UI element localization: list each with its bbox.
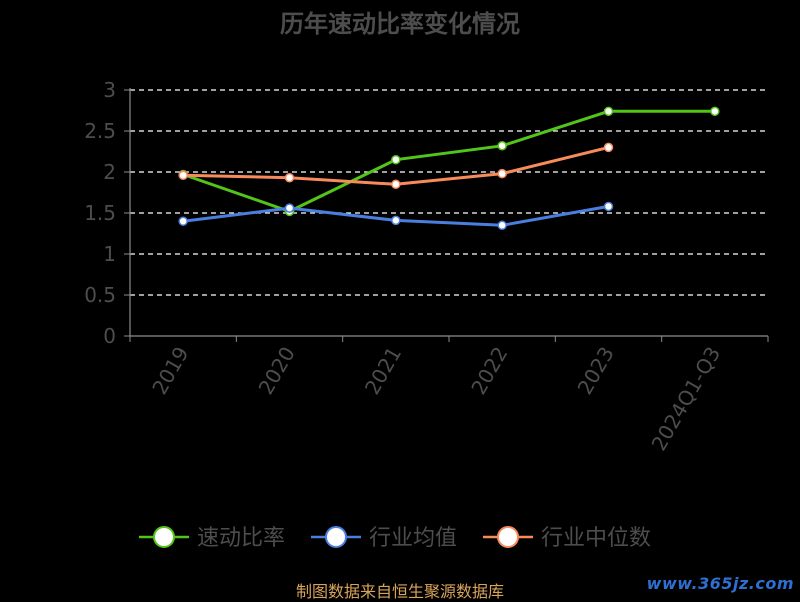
data-source-note: 制图数据来自恒生聚源数据库 (295, 582, 504, 601)
data-point[interactable] (603, 106, 614, 117)
legend-item-0[interactable]: 速动比率 (139, 526, 285, 551)
data-point[interactable] (497, 220, 507, 231)
y-tick-label: 0 (103, 324, 116, 348)
data-point[interactable] (284, 172, 295, 183)
x-tick-label: 2022 (466, 342, 512, 398)
series-lines (178, 106, 720, 231)
y-tick-label: 1.5 (84, 201, 116, 225)
y-tick-label: 3 (103, 78, 116, 102)
y-tick-label: 2.5 (84, 119, 116, 143)
data-point[interactable] (497, 168, 507, 179)
legend[interactable]: 速动比率 行业均值 行业中位数 (139, 526, 651, 551)
data-point[interactable] (710, 106, 720, 117)
legend-label: 行业中位数 (541, 526, 651, 551)
chart-title: 历年速动比率变化情况 (280, 10, 520, 38)
axes: 0 0.5 1 1.5 2 2.5 3 2019 2020 2021 2022 2023 2024Q1-… (84, 78, 769, 455)
data-point[interactable] (603, 142, 614, 153)
legend-circle-swatch (325, 526, 347, 548)
data-point[interactable] (603, 201, 614, 212)
data-point[interactable] (178, 216, 188, 226)
legend-label: 速动比率 (197, 526, 285, 551)
data-point[interactable] (391, 215, 401, 226)
x-tick-label: 2021 (360, 343, 406, 399)
x-tick-label: 2023 (573, 343, 619, 399)
grid (130, 89, 768, 296)
x-tick-label: 2019 (147, 343, 193, 399)
y-tick-label: 1 (103, 242, 116, 266)
data-point[interactable] (391, 179, 401, 190)
legend-label: 行业均值 (369, 526, 457, 551)
series-line-2 (183, 145, 609, 186)
legend-item-1[interactable]: 行业均值 (311, 526, 457, 551)
data-point[interactable] (284, 203, 295, 213)
x-tick-label: 2020 (254, 343, 300, 399)
series-line-0 (182, 109, 715, 213)
data-point[interactable] (391, 154, 401, 165)
legend-circle-swatch (497, 526, 519, 548)
y-tick-label: 2 (103, 160, 116, 184)
legend-item-2[interactable]: 行业中位数 (483, 526, 651, 551)
data-point[interactable] (497, 141, 507, 151)
data-point[interactable] (178, 170, 188, 181)
legend-circle-swatch (153, 526, 175, 548)
x-tick-label: 2024Q1-Q3 (646, 343, 725, 455)
watermark: www.365jz.com (646, 574, 794, 593)
y-tick-label: 0.5 (84, 283, 116, 307)
